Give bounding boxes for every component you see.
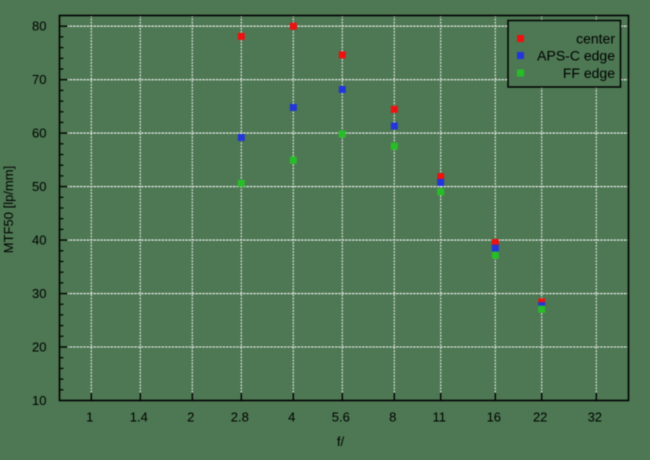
- svg-text:30: 30: [32, 286, 46, 301]
- svg-text:22: 22: [533, 409, 547, 424]
- svg-text:60: 60: [32, 126, 46, 141]
- svg-text:50: 50: [32, 179, 46, 194]
- svg-text:MTF50 [lp/mm]: MTF50 [lp/mm]: [1, 166, 16, 253]
- svg-text:32: 32: [588, 409, 602, 424]
- svg-text:4: 4: [288, 409, 295, 424]
- svg-text:center: center: [576, 31, 615, 47]
- svg-text:f/: f/: [337, 434, 345, 449]
- svg-text:5.6: 5.6: [332, 409, 350, 424]
- svg-text:16: 16: [487, 409, 501, 424]
- svg-text:FF edge: FF edge: [563, 65, 615, 81]
- svg-text:80: 80: [32, 19, 46, 34]
- svg-text:8: 8: [389, 409, 396, 424]
- svg-text:40: 40: [32, 233, 46, 248]
- svg-text:1: 1: [86, 409, 93, 424]
- svg-text:70: 70: [32, 72, 46, 87]
- svg-text:APS-C edge: APS-C edge: [537, 48, 615, 64]
- svg-text:20: 20: [32, 340, 46, 355]
- svg-text:11: 11: [432, 409, 446, 424]
- svg-text:1.4: 1.4: [130, 409, 148, 424]
- svg-text:2.8: 2.8: [231, 409, 249, 424]
- svg-text:10: 10: [32, 393, 46, 408]
- svg-text:2: 2: [187, 409, 194, 424]
